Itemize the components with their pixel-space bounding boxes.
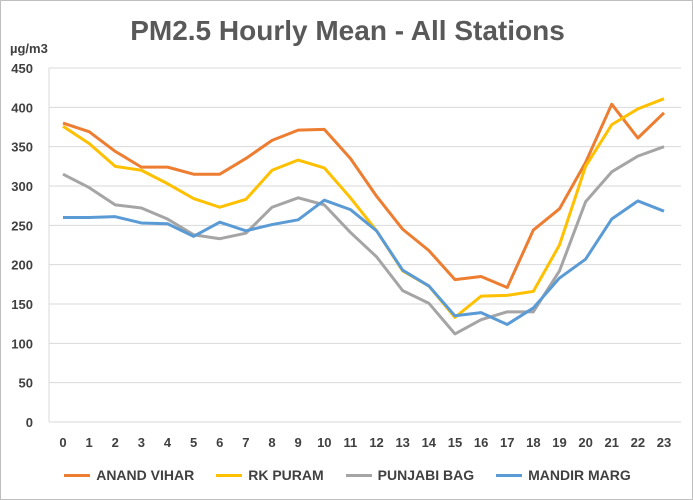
x-tick-label: 12 — [369, 435, 383, 450]
x-tick-label: 1 — [86, 435, 93, 450]
x-tick-label: 16 — [474, 435, 488, 450]
x-tick-label: 2 — [112, 435, 119, 450]
y-tick-label: 250 — [11, 218, 33, 233]
y-axis-label: µg/m3 — [10, 41, 48, 56]
y-tick-label: 50 — [19, 376, 33, 391]
legend-swatch — [216, 473, 243, 477]
legend-label: ANAND VIHAR — [96, 467, 195, 483]
y-tick-label: 300 — [11, 179, 33, 194]
series-line-punjabi-bag — [62, 145, 665, 336]
x-tick-label: 4 — [164, 435, 172, 450]
x-tick-label: 17 — [500, 435, 514, 450]
legend-label: MANDIR MARG — [528, 467, 631, 483]
legend-label: RK PURAM — [248, 467, 324, 483]
series-line-mandir-marg — [63, 198, 665, 326]
x-tick-label: 6 — [216, 435, 223, 450]
legend: ANAND VIHAR RK PURAM PUNJABI BAG MANDIR MAR… — [1, 467, 692, 483]
x-tick-label: 13 — [395, 435, 409, 450]
legend-item: MANDIR MARG — [496, 467, 631, 483]
y-tick-label: 200 — [11, 258, 33, 273]
x-tick-label: 10 — [317, 435, 331, 450]
legend-item: PUNJABI BAG — [345, 467, 475, 483]
x-tick-label: 5 — [190, 435, 197, 450]
legend-item: RK PURAM — [216, 467, 324, 483]
y-tick-label: 450 — [11, 61, 33, 76]
y-tick-label: 150 — [11, 297, 33, 312]
y-tick-label: 100 — [11, 336, 33, 351]
x-tick-label: 21 — [605, 435, 619, 450]
legend-swatch — [496, 473, 523, 477]
y-tick-label: 400 — [11, 100, 33, 115]
x-tick-label: 23 — [657, 435, 671, 450]
x-tick-label: 9 — [295, 435, 302, 450]
y-tick-label: 350 — [11, 140, 33, 155]
series-line-anand-vihar — [62, 102, 666, 289]
x-tick-label: 19 — [552, 435, 566, 450]
series-line-rk-puram — [62, 97, 665, 319]
x-tick-label: 11 — [344, 435, 358, 450]
x-tick-label: 8 — [268, 435, 275, 450]
legend-swatch — [345, 473, 372, 477]
x-tick-label: 7 — [242, 435, 249, 450]
y-tick-label: 0 — [26, 415, 33, 430]
legend-label: PUNJABI BAG — [377, 467, 475, 483]
x-tick-label: 3 — [138, 435, 145, 450]
legend-swatch — [64, 473, 91, 477]
x-tick-label: 0 — [59, 435, 66, 450]
legend-item: ANAND VIHAR — [64, 467, 194, 483]
chart-title: PM2.5 Hourly Mean - All Stations — [130, 15, 565, 46]
x-tick-label: 18 — [526, 435, 540, 450]
x-tick-label: 22 — [631, 435, 645, 450]
x-tick-label: 20 — [578, 435, 592, 450]
x-tick-label: 15 — [448, 435, 462, 450]
x-tick-label: 14 — [422, 435, 437, 450]
